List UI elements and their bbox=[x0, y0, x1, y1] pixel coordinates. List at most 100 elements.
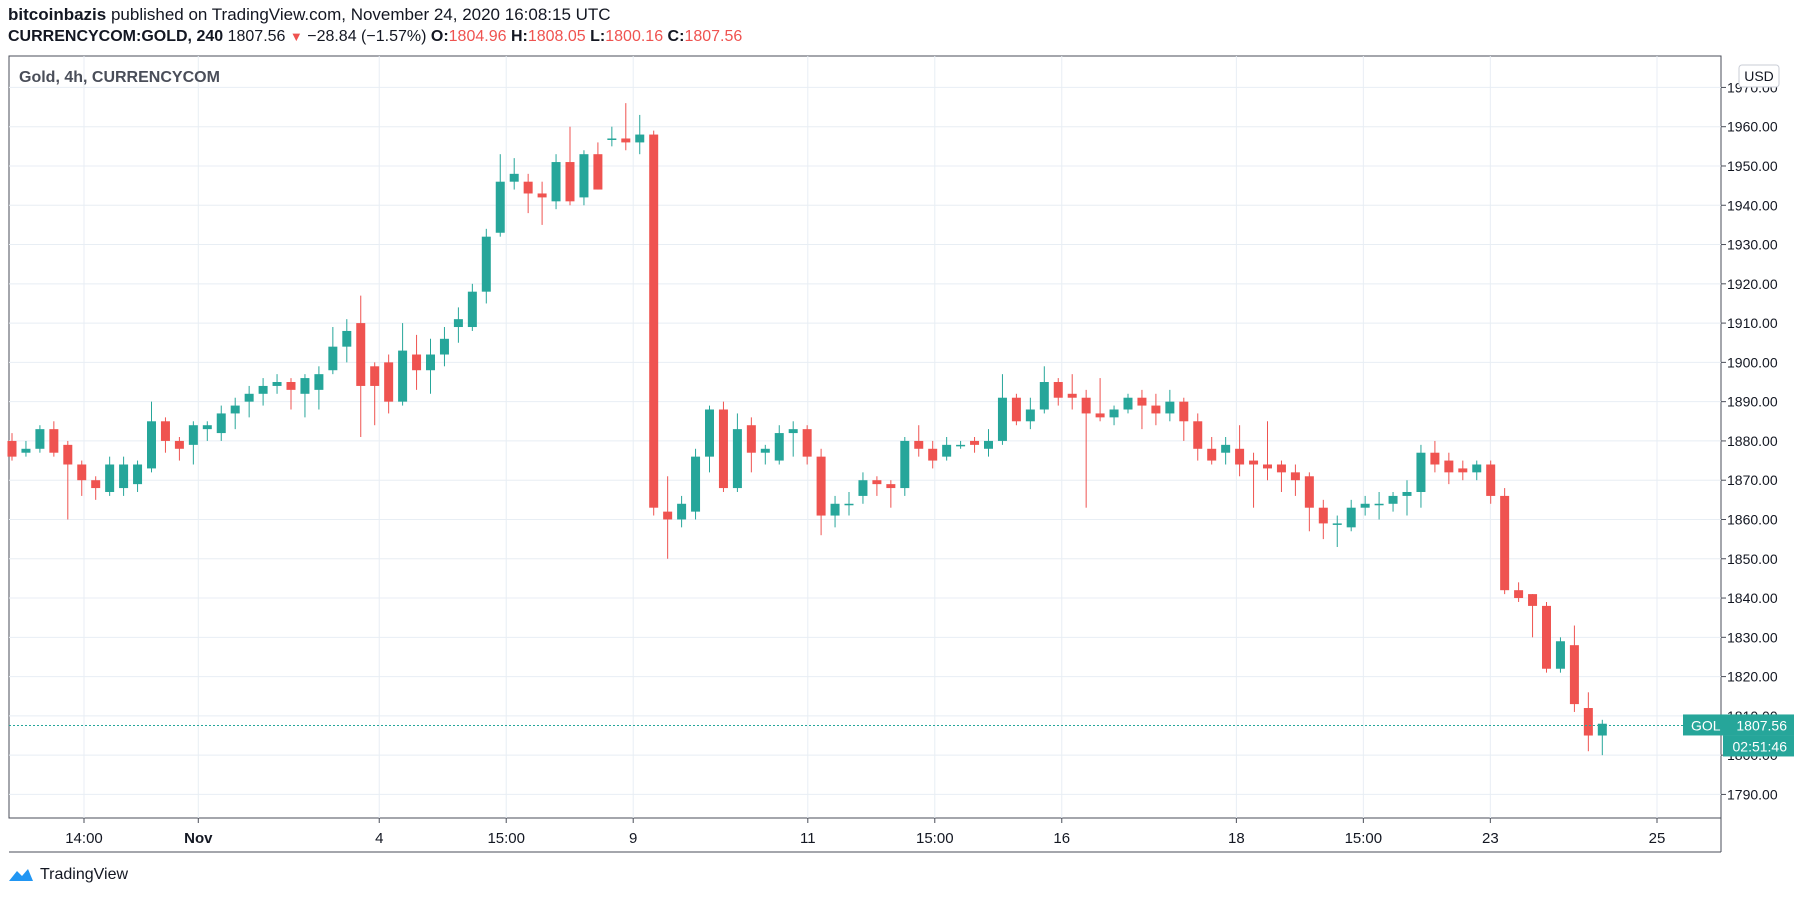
candle bbox=[1346, 499, 1356, 532]
candle bbox=[802, 425, 812, 465]
candle bbox=[370, 362, 380, 426]
time-tick-label: 15:00 bbox=[487, 830, 525, 847]
candle bbox=[77, 460, 87, 496]
candle bbox=[1472, 460, 1482, 481]
candle bbox=[509, 158, 519, 190]
candle-body bbox=[314, 374, 324, 390]
chart-frame bbox=[8, 55, 1722, 819]
candle-body bbox=[230, 405, 240, 414]
candle-body bbox=[705, 409, 714, 457]
candle bbox=[119, 456, 129, 496]
close-value: 1807.56 bbox=[684, 28, 743, 45]
candle-body bbox=[202, 425, 212, 430]
candle-body bbox=[1430, 452, 1440, 465]
candle bbox=[984, 429, 993, 457]
candle-body bbox=[886, 484, 896, 489]
candle-body bbox=[746, 425, 756, 453]
candle-body bbox=[384, 362, 394, 402]
candle-body bbox=[244, 393, 254, 402]
candle bbox=[398, 323, 408, 406]
candle bbox=[914, 425, 924, 457]
chart-legend-title[interactable]: Gold, 4h, CURRENCYCOM bbox=[19, 69, 220, 86]
price-tick-label: 1900.00 bbox=[1727, 354, 1778, 370]
candle-body bbox=[1500, 495, 1510, 591]
candle bbox=[160, 417, 170, 453]
price-change: −28.84 (−1.57%) bbox=[307, 28, 427, 45]
candle bbox=[35, 425, 45, 453]
candle bbox=[1304, 472, 1314, 532]
candle bbox=[342, 319, 352, 363]
currency-badge-label: USD bbox=[1744, 68, 1774, 84]
candle bbox=[1276, 460, 1286, 492]
candle bbox=[886, 480, 896, 508]
candle bbox=[188, 421, 198, 465]
price-tick-label: 1940.00 bbox=[1727, 197, 1778, 213]
candle-body bbox=[1346, 507, 1356, 528]
candle bbox=[705, 405, 714, 473]
candle-body bbox=[7, 440, 17, 457]
candle-body bbox=[607, 138, 617, 140]
candle bbox=[816, 448, 826, 536]
candle-body bbox=[1276, 464, 1286, 473]
publisher-name[interactable]: bitcoinbazis bbox=[8, 5, 107, 24]
candle-body bbox=[105, 464, 115, 492]
candle-body bbox=[1304, 476, 1314, 508]
candle-body bbox=[272, 382, 282, 386]
price-tick-label: 1880.00 bbox=[1727, 433, 1778, 449]
open-value: 1804.96 bbox=[448, 28, 507, 45]
candle-body bbox=[1514, 590, 1524, 599]
candle bbox=[1416, 444, 1426, 508]
candle-body bbox=[942, 444, 952, 457]
candle bbox=[1486, 460, 1496, 504]
candle bbox=[844, 491, 854, 516]
candle-body bbox=[997, 397, 1007, 441]
candle-body bbox=[691, 456, 701, 512]
price-tick-label: 1790.00 bbox=[1727, 786, 1778, 802]
candle bbox=[230, 397, 240, 430]
candle-body bbox=[328, 346, 338, 371]
candle bbox=[1025, 397, 1035, 430]
candle bbox=[426, 338, 435, 394]
published-text: published on TradingView.com, November 2… bbox=[110, 5, 611, 24]
horizontal-grid bbox=[9, 86, 1721, 795]
currency-badge[interactable]: USD bbox=[1738, 64, 1780, 88]
candle-body bbox=[1221, 444, 1231, 453]
candle-body bbox=[1472, 464, 1482, 473]
candle bbox=[677, 495, 687, 528]
candle bbox=[21, 440, 31, 457]
countdown-box bbox=[1723, 735, 1794, 757]
footer-brand[interactable]: TradingView bbox=[40, 866, 129, 883]
candle bbox=[1430, 440, 1440, 473]
symbol-info: CURRENCYCOM:GOLD, 240 1807.56 ▼ −28.84 (… bbox=[8, 26, 742, 48]
last-price: 1807.56 bbox=[227, 28, 286, 45]
candle bbox=[328, 327, 338, 375]
candle-body bbox=[133, 464, 143, 485]
candle-body bbox=[1458, 468, 1468, 473]
close-label: C: bbox=[667, 28, 685, 45]
candle-body bbox=[788, 429, 798, 434]
candle bbox=[830, 495, 840, 528]
candle bbox=[1109, 405, 1119, 426]
time-tick-label: 25 bbox=[1649, 830, 1666, 847]
candle bbox=[746, 417, 756, 473]
candle-body bbox=[844, 503, 854, 506]
candle bbox=[1332, 515, 1342, 547]
candle-body bbox=[35, 429, 45, 449]
candle bbox=[691, 448, 701, 520]
candle-body bbox=[1402, 491, 1412, 496]
candle bbox=[412, 334, 422, 390]
candle bbox=[1039, 366, 1049, 414]
candle-body bbox=[1332, 523, 1342, 525]
price-tick-label: 1830.00 bbox=[1727, 629, 1778, 645]
candle bbox=[1290, 464, 1300, 496]
candle-body bbox=[495, 181, 505, 233]
candle-body bbox=[593, 154, 603, 190]
candle bbox=[942, 437, 952, 461]
candle-body bbox=[119, 464, 129, 489]
time-tick-label: 9 bbox=[629, 830, 637, 847]
candle-body bbox=[188, 425, 198, 445]
time-tick-label: 23 bbox=[1482, 830, 1499, 847]
price-tick-label: 1950.00 bbox=[1727, 158, 1778, 174]
candle-body bbox=[1123, 397, 1133, 410]
